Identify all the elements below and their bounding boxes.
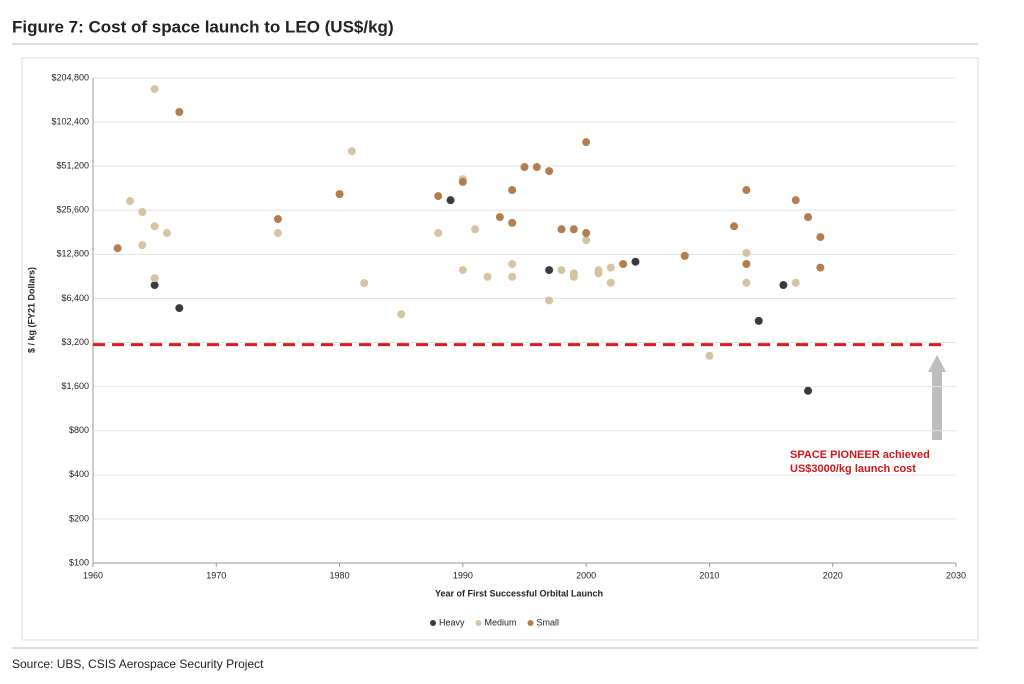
point xyxy=(150,85,159,94)
y-tick-label: $3,200 xyxy=(61,337,89,347)
point xyxy=(360,279,369,288)
legend-marker xyxy=(527,620,534,626)
point xyxy=(816,263,825,272)
point xyxy=(175,108,184,117)
point xyxy=(150,281,159,290)
point xyxy=(791,196,800,205)
x-tick-label: 2000 xyxy=(576,570,596,580)
point xyxy=(557,225,566,234)
point xyxy=(705,351,714,360)
point xyxy=(631,257,640,266)
point xyxy=(495,213,504,222)
legend-label: Small xyxy=(537,617,560,627)
point xyxy=(532,163,541,172)
y-tick-label: $204,800 xyxy=(51,72,89,82)
x-tick-label: 2030 xyxy=(946,570,966,580)
point xyxy=(582,236,591,245)
x-tick-label: 1960 xyxy=(83,570,103,580)
point xyxy=(680,251,689,260)
point xyxy=(446,196,455,205)
point xyxy=(791,278,800,287)
arrow-shaft xyxy=(932,372,942,440)
y-tick-label: $12,800 xyxy=(56,249,89,259)
point xyxy=(335,190,344,199)
point xyxy=(557,266,566,275)
point xyxy=(520,163,529,172)
point xyxy=(508,260,517,269)
point xyxy=(273,215,282,224)
point xyxy=(804,386,813,395)
point xyxy=(471,225,480,234)
chart-title: Figure 7: Cost of space launch to LEO (U… xyxy=(12,17,394,36)
point xyxy=(162,229,171,238)
x-tick-label: 2010 xyxy=(699,570,719,580)
point xyxy=(545,167,554,176)
x-tick-label: 1980 xyxy=(330,570,350,580)
point xyxy=(594,269,603,278)
point xyxy=(434,192,443,201)
point xyxy=(113,244,122,253)
chart-frame xyxy=(21,57,979,641)
legend-marker xyxy=(475,620,482,626)
point xyxy=(754,316,763,325)
point xyxy=(742,248,751,257)
annotation: SPACE PIONEER achieved xyxy=(790,449,930,461)
point xyxy=(138,208,147,217)
x-axis-label: Year of First Successful Orbital Launch xyxy=(435,588,603,598)
point xyxy=(569,225,578,234)
y-tick-label: $400 xyxy=(69,469,89,479)
point xyxy=(582,229,591,238)
legend-label: Medium xyxy=(485,617,517,627)
point xyxy=(545,266,554,275)
point xyxy=(619,260,628,269)
x-tick-label: 2020 xyxy=(823,570,843,580)
y-tick-label: $102,400 xyxy=(51,116,89,126)
point xyxy=(397,310,406,319)
legend-label: Heavy xyxy=(439,617,465,627)
point xyxy=(434,229,443,238)
point xyxy=(138,241,147,250)
point xyxy=(606,278,615,287)
point xyxy=(125,197,134,206)
y-tick-label: $25,600 xyxy=(56,205,89,215)
point xyxy=(569,272,578,281)
point xyxy=(804,213,813,222)
annotation: US$3000/kg launch cost xyxy=(790,463,916,475)
y-tick-label: $1,600 xyxy=(61,381,89,391)
point xyxy=(742,260,751,269)
point xyxy=(779,281,788,290)
x-tick-label: 1990 xyxy=(453,570,473,580)
point xyxy=(816,233,825,242)
point xyxy=(458,177,467,186)
point xyxy=(273,229,282,238)
point xyxy=(347,147,356,156)
legend-marker xyxy=(430,620,436,626)
point xyxy=(508,272,517,281)
point xyxy=(742,186,751,195)
point xyxy=(582,138,591,147)
point xyxy=(508,186,517,195)
y-tick-label: $200 xyxy=(69,513,89,523)
point xyxy=(175,304,184,313)
point xyxy=(150,274,159,283)
point xyxy=(483,272,492,281)
point xyxy=(742,278,751,287)
point xyxy=(508,218,517,227)
y-tick-label: $51,200 xyxy=(56,161,89,171)
point xyxy=(458,266,467,275)
point xyxy=(606,263,615,272)
arrow-head xyxy=(928,355,946,372)
source: Source: UBS, CSIS Aerospace Security Pro… xyxy=(12,657,264,671)
y-tick-label: $100 xyxy=(69,557,89,567)
point xyxy=(730,222,739,231)
point xyxy=(150,222,159,231)
y-tick-label: $800 xyxy=(69,425,89,435)
point xyxy=(545,296,554,305)
y-tick-label: $6,400 xyxy=(61,293,89,303)
x-tick-label: 1970 xyxy=(206,570,226,580)
y-axis-label: $ / kg (FY21 Dollars) xyxy=(26,267,36,353)
